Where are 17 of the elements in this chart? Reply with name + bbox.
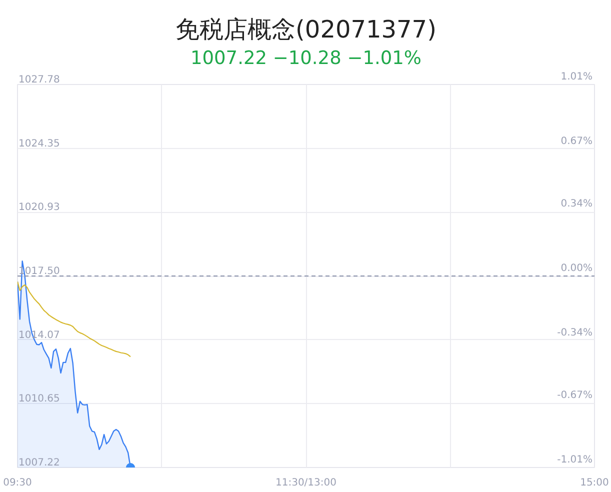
y2-tick-label: 1.01% [560,72,593,82]
x-tick-label: 11:30/13:00 [275,478,337,488]
chart-title: 免税店概念(02071377) [176,16,436,44]
chart-subtitle: 1007.22 −10.28 −1.01% [190,48,422,69]
y2-tick-label: 0.67% [560,136,593,147]
y-tick-label: 1024.35 [18,138,60,150]
y2-tick-label: -0.67% [557,390,593,402]
y2-tick-label: 0.00% [560,263,593,274]
y-tick-label: 1027.78 [18,74,60,86]
y-tick-label: 1020.93 [18,202,60,214]
y2-tick-label: -0.34% [557,327,593,338]
y-tick-label: 1010.65 [18,394,60,405]
y-tick-label: 1007.22 [18,458,60,468]
y2-tick-label: 0.34% [560,198,593,210]
x-tick-label: 09:30 [3,478,32,488]
x-tick-label: 15:00 [580,478,609,488]
y2-tick-label: -1.01% [557,454,593,466]
